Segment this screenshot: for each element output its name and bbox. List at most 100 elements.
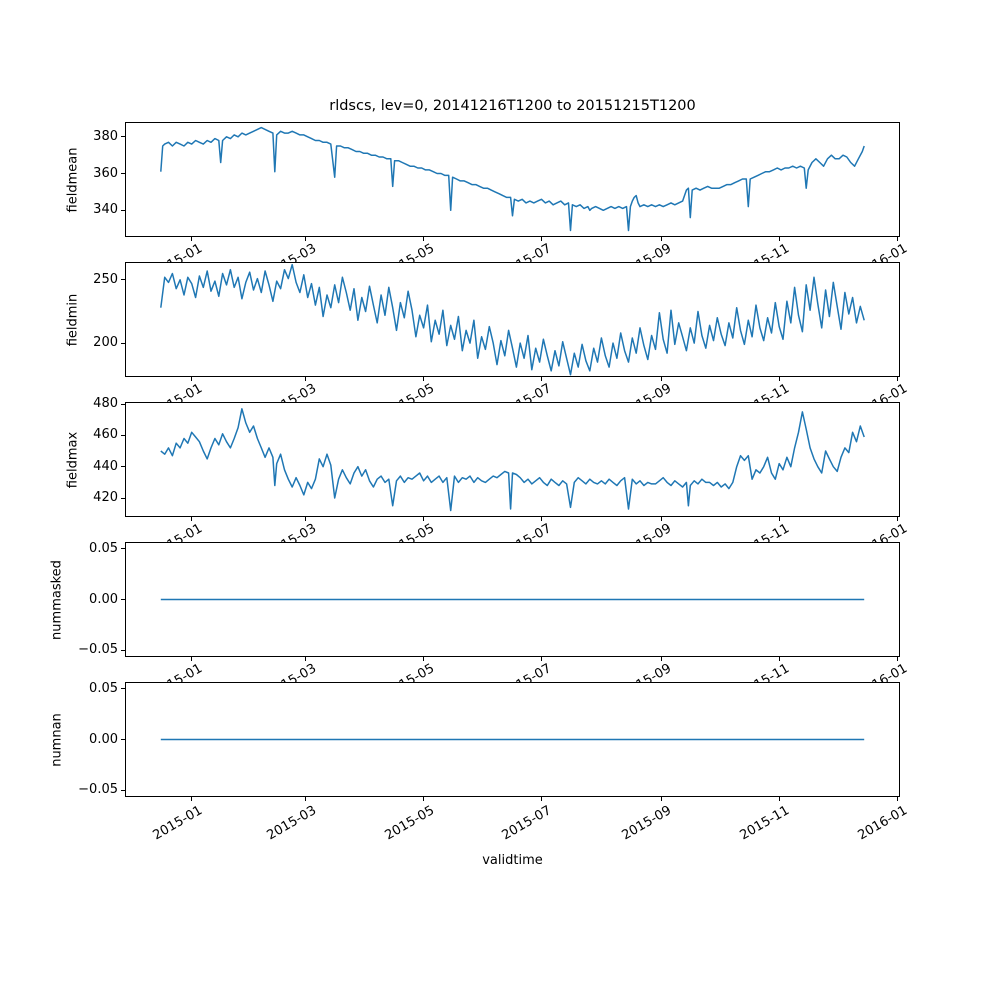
x-tick-mark xyxy=(305,657,307,661)
y-tick-mark xyxy=(121,136,125,138)
x-tick-mark xyxy=(423,237,425,241)
x-tick-mark xyxy=(896,377,898,381)
y-tick-mark xyxy=(121,403,125,405)
fieldmin-plot-canvas xyxy=(160,263,865,376)
y-tick-label: −0.05 xyxy=(78,642,118,658)
y-tick-mark xyxy=(121,434,125,436)
y-tick-label: 440 xyxy=(93,458,118,474)
x-tick-mark xyxy=(305,797,307,801)
x-tick-mark xyxy=(778,377,780,381)
x-tick-label: 2015-07 xyxy=(499,241,555,262)
x-tick-label: 2015-07 xyxy=(499,521,555,542)
y-axis-label-fieldmean: fieldmean xyxy=(65,147,81,212)
x-tick-label: 2015-09 xyxy=(619,661,675,682)
x-tick-label: 2015-03 xyxy=(264,381,319,402)
x-tick-label: 2015-01 xyxy=(150,521,205,542)
x-tick-label: 2016-01 xyxy=(855,661,911,682)
x-tick-mark xyxy=(423,797,425,801)
y-tick-label: −0.05 xyxy=(78,782,118,798)
x-tick-label-row-clipped: 2015-01 2015-03 2015-05 2015-07 2015-09 2015-… xyxy=(0,378,1000,402)
x-tick-mark xyxy=(541,237,542,241)
y-tick-mark xyxy=(121,173,125,174)
x-tick-mark xyxy=(896,237,898,241)
x-tick-mark xyxy=(305,517,307,521)
subplot-numnan xyxy=(125,682,900,797)
fieldmax-plot-canvas xyxy=(160,408,865,512)
y-tick-label: 0.05 xyxy=(89,540,118,556)
subplot-fieldmax xyxy=(125,402,900,517)
y-axis-label-fieldmax: fieldmax xyxy=(65,431,81,488)
y-tick-label: 360 xyxy=(93,165,118,181)
x-tick-label-row-clipped: 2015-01 2015-03 2015-05 2015-07 2015-09 2015-… xyxy=(0,658,1000,682)
y-axis-label-numnan: numnan xyxy=(49,712,65,767)
x-tick-label: 2015-11 xyxy=(737,661,793,682)
y-tick-mark xyxy=(121,688,125,690)
y-tick-label: 200 xyxy=(93,335,118,351)
y-tick-mark xyxy=(121,649,125,651)
x-tick-mark xyxy=(660,377,662,381)
y-tick-mark xyxy=(121,342,125,344)
x-tick-mark xyxy=(896,797,898,801)
x-tick-label: 2015-09 xyxy=(619,241,675,262)
x-tick-mark xyxy=(778,657,780,661)
x-tick-mark xyxy=(660,657,662,661)
x-tick-mark xyxy=(191,377,193,381)
y-tick-label: 0.05 xyxy=(89,680,118,696)
x-tick-label: 2015-03 xyxy=(264,661,319,682)
x-tick-label: 2015-03 xyxy=(264,521,319,542)
chart-title: rldscs, lev=0, 20141216T1200 to 20151215… xyxy=(329,98,696,114)
x-tick-label: 2015-11 xyxy=(737,381,793,402)
x-tick-mark xyxy=(191,237,193,241)
x-tick-label: 2015-07 xyxy=(499,381,555,402)
x-tick-label: 2016-01 xyxy=(855,521,911,542)
x-tick-label: 2015-01 xyxy=(150,661,205,682)
x-tick-mark xyxy=(191,797,193,801)
x-tick-mark xyxy=(191,657,193,661)
numnan-plot-canvas xyxy=(160,738,865,741)
x-tick-mark xyxy=(423,657,425,661)
y-axis-label-fieldmin: fieldmin xyxy=(65,293,81,346)
y-tick-mark xyxy=(121,279,125,281)
x-tick-mark xyxy=(191,517,193,521)
x-tick-mark xyxy=(660,797,662,801)
y-tick-mark xyxy=(121,548,125,550)
x-tick-mark xyxy=(778,517,780,521)
y-tick-label: 340 xyxy=(93,202,118,218)
x-tick-mark xyxy=(423,517,425,521)
x-tick-label: 2015-05 xyxy=(382,521,437,542)
x-tick-mark xyxy=(778,237,780,241)
y-axis-label-nummasked: nummasked xyxy=(49,559,65,640)
fieldmin-line xyxy=(160,263,865,376)
y-tick-mark xyxy=(121,466,125,468)
x-tick-mark xyxy=(660,237,662,241)
x-tick-label: 2015-09 xyxy=(619,381,675,402)
nummasked-plot-canvas xyxy=(160,598,865,601)
x-tick-label-row-clipped: 2015-01 2015-03 2015-05 2015-07 2015-09 2015-… xyxy=(0,518,1000,542)
x-tick-label: 2015-09 xyxy=(619,521,675,542)
fieldmax-line xyxy=(160,408,865,512)
x-tick-label: 2015-01 xyxy=(150,241,205,262)
subplot-fieldmin xyxy=(125,262,900,377)
x-tick-mark xyxy=(423,377,425,381)
y-tick-label: 0.00 xyxy=(89,591,118,607)
x-tick-label: 2015-05 xyxy=(382,381,437,402)
x-tick-label-row-clipped: 2015-01 2015-03 2015-05 2015-07 2015-09 2015-… xyxy=(0,238,1000,262)
y-tick-label: 380 xyxy=(93,128,118,144)
x-tick-label-row: 2015-01 2015-03 2015-05 2015-07 2015-09 2015-… xyxy=(0,798,1000,853)
y-tick-mark xyxy=(121,209,125,211)
y-tick-mark xyxy=(121,789,125,791)
fieldmean-line xyxy=(160,126,865,232)
y-tick-label: 250 xyxy=(93,271,118,287)
y-tick-label: 0.00 xyxy=(89,731,118,747)
x-tick-label: 2015-05 xyxy=(382,661,437,682)
x-tick-mark xyxy=(896,517,898,521)
fieldmean-plot-canvas xyxy=(160,126,865,232)
x-tick-mark xyxy=(541,657,542,661)
x-tick-label: 2015-05 xyxy=(382,241,437,262)
x-tick-mark xyxy=(660,517,662,521)
subplot-nummasked xyxy=(125,542,900,657)
x-tick-mark xyxy=(305,377,307,381)
x-tick-label: 2016-01 xyxy=(855,381,911,402)
x-tick-mark xyxy=(778,797,780,801)
